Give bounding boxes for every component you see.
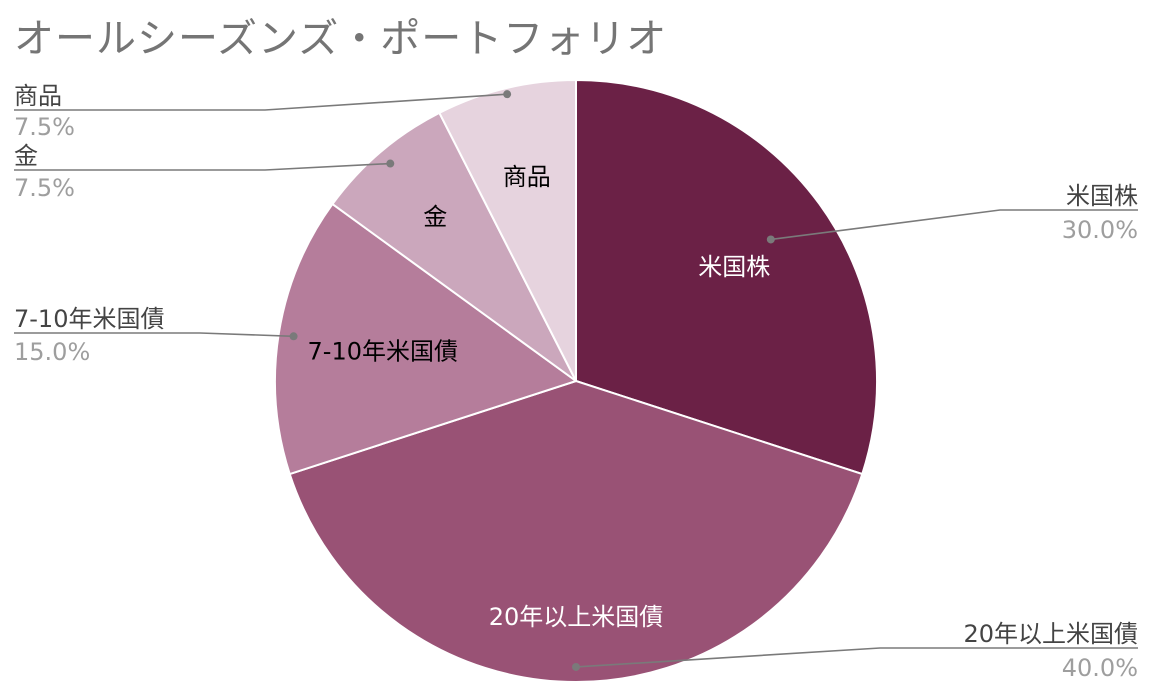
pie-slice — [274, 202, 579, 476]
slice-inner-label: 米国株 — [698, 253, 770, 281]
callout-line — [14, 93, 508, 111]
slice-inner-label: 金 — [423, 203, 447, 231]
callout-dot — [503, 90, 512, 99]
pie-slice — [331, 111, 577, 382]
callout-dot — [572, 662, 580, 671]
slice-inner-label: 商品 — [503, 163, 551, 191]
pie-slice — [288, 379, 864, 683]
callout-label: 金 — [14, 142, 38, 170]
pie-slice — [438, 78, 577, 382]
callout-line — [14, 162, 391, 171]
callout-label: 7-10年米国債 — [14, 305, 164, 333]
callout-dot — [289, 332, 298, 341]
callout-percent: 7.5% — [14, 174, 75, 202]
callout-percent: 15.0% — [14, 338, 90, 366]
callout-percent: 40.0% — [1062, 654, 1138, 682]
callout-label: 商品 — [14, 82, 62, 110]
callout-dot — [766, 235, 775, 244]
callout-label: 20年以上米国債 — [963, 620, 1138, 648]
callout-line — [770, 209, 1138, 241]
callout-dot — [386, 159, 395, 168]
pie-slice — [575, 78, 878, 476]
callout-percent: 30.0% — [1062, 216, 1138, 244]
callout-label: 米国株 — [1066, 182, 1138, 210]
callout-percent: 7.5% — [14, 113, 75, 141]
callout-line — [575, 647, 1138, 668]
callout-line — [14, 332, 294, 338]
slice-inner-label: 20年以上米国債 — [489, 603, 664, 631]
slice-inner-label: 7-10年米国債 — [308, 337, 458, 365]
chart-title: オールシーズンズ・ポートフォリオ — [14, 16, 668, 62]
